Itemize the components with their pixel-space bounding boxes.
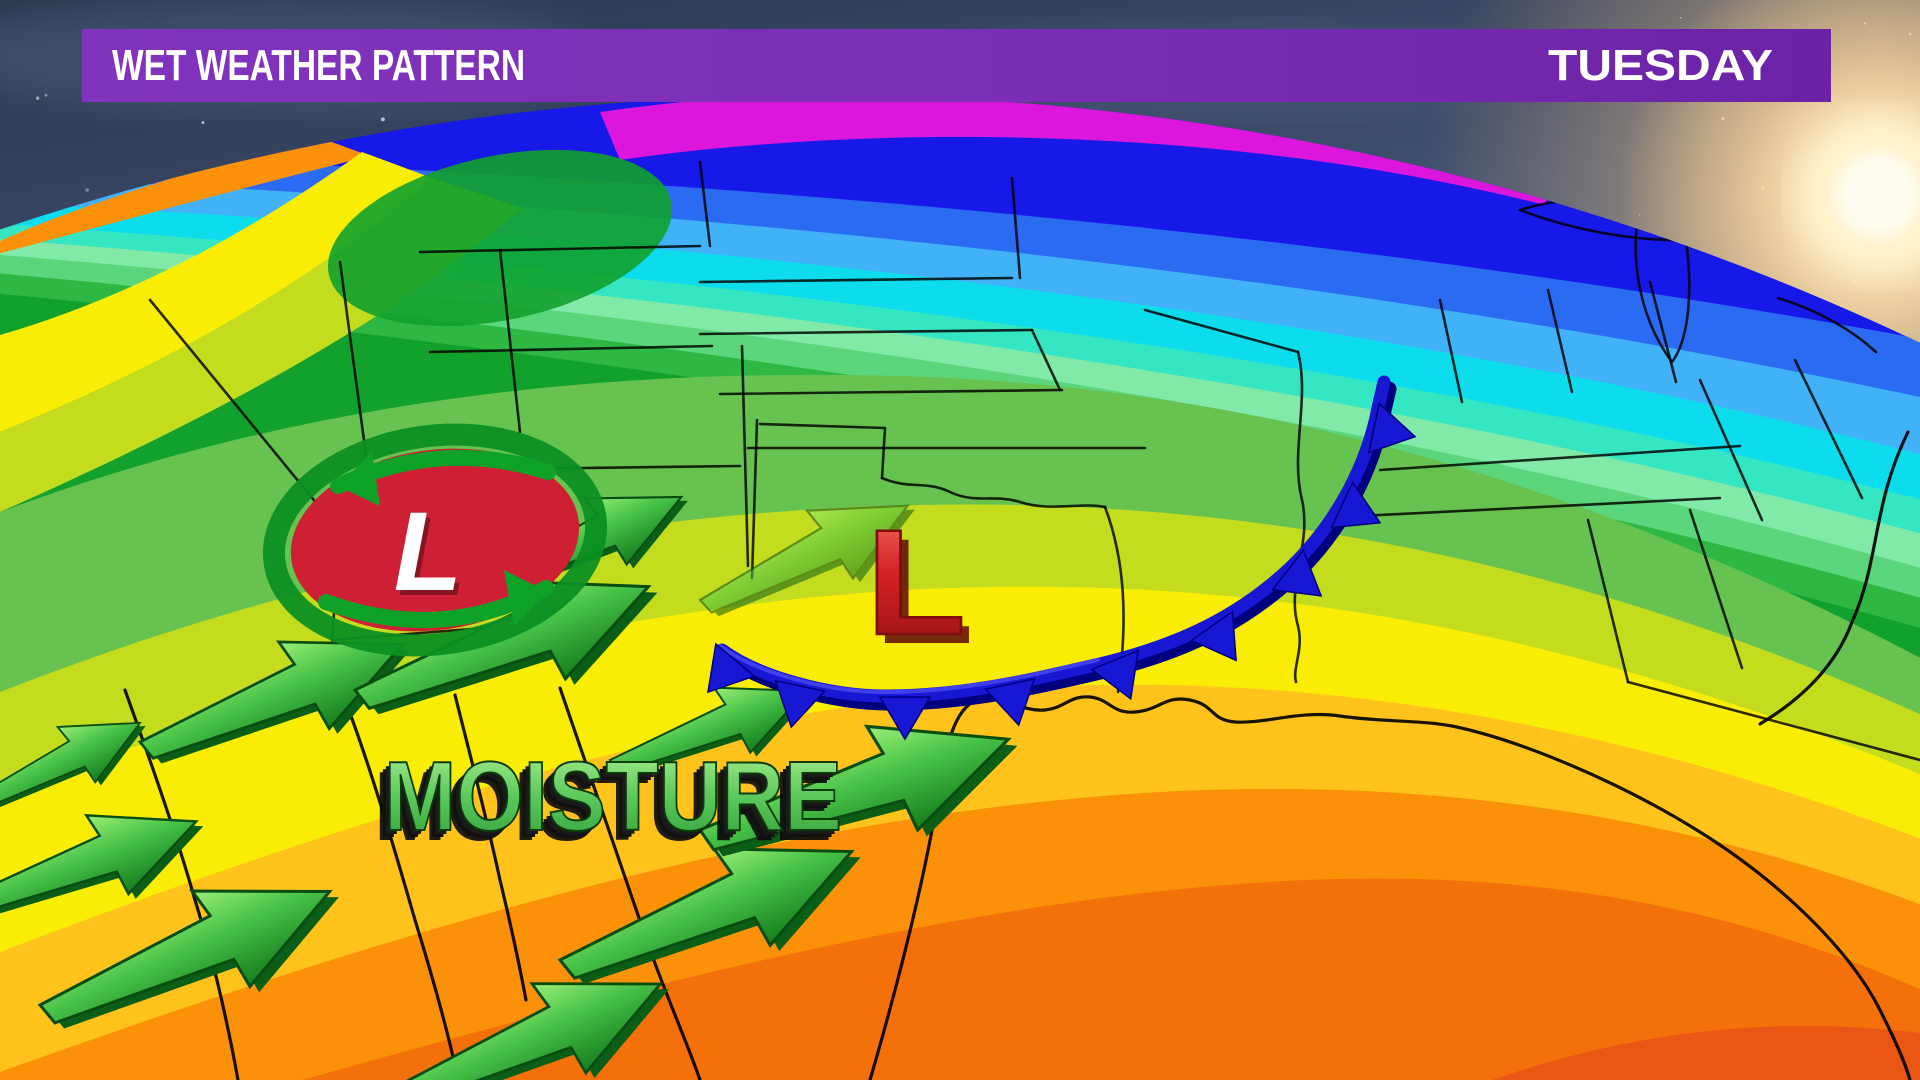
- border-line: [338, 260, 370, 472]
- west-coast-yellow-wedge: [0, 152, 432, 432]
- coastlines: [123, 430, 1912, 1080]
- low-pressure-west: L L: [262, 423, 608, 657]
- lake-erie: [1776, 296, 1878, 354]
- border-line: [1030, 328, 1062, 392]
- star: [380, 117, 385, 122]
- low-west-label-shadow: L: [398, 494, 466, 619]
- cold-front: [688, 375, 1422, 740]
- rotation-arrowhead: [504, 570, 548, 626]
- border-line: [758, 422, 887, 480]
- low-pressure-central: L L: [865, 497, 974, 675]
- atlantic-coast: [1758, 430, 1910, 726]
- moisture-label: MOISTURE MOISTURE MOISTURE MOISTURE: [374, 740, 843, 861]
- border-line: [740, 344, 750, 568]
- border-line: [1546, 288, 1574, 394]
- border-line: [1688, 508, 1744, 670]
- low-outer-ring: [262, 423, 608, 657]
- front-line: [715, 375, 1391, 703]
- low-central-label: L: [866, 498, 966, 666]
- border-line: [1698, 378, 1764, 522]
- border-line: [498, 248, 522, 434]
- banner-bar: [82, 29, 1831, 102]
- border-line: [1438, 298, 1464, 404]
- low-west-label: L: [394, 489, 462, 614]
- border-line: [418, 244, 702, 254]
- border-line: [698, 160, 712, 248]
- star: [201, 121, 205, 124]
- border-line: [1010, 176, 1022, 280]
- border-line: [1793, 358, 1864, 500]
- baja-coast-west: [343, 698, 460, 1080]
- border-line: [428, 344, 714, 354]
- band-red-orange: [1460, 1026, 1920, 1080]
- star: [85, 187, 90, 192]
- west-coast-orange-wedge: [0, 134, 370, 256]
- border-line: [718, 388, 1064, 396]
- moisture-text: MOISTURE: [384, 741, 842, 851]
- border-mississippi-river: [1293, 350, 1306, 684]
- low-central-shadow: L: [874, 507, 974, 675]
- title-banner: WET WEATHER PATTERN TUESDAY: [82, 29, 1831, 102]
- border-line: [1626, 680, 1920, 762]
- border-line: [1586, 518, 1630, 684]
- star: [44, 93, 48, 97]
- moisture-extrude-2: MOISTURE: [377, 748, 835, 858]
- banner-title: WET WEATHER PATTERN: [112, 41, 525, 90]
- border-line: [1358, 496, 1722, 518]
- border-line: [698, 328, 1034, 336]
- banner-day: TUESDAY: [1548, 41, 1773, 90]
- northwest-green-pocket: [327, 149, 673, 327]
- moisture-extrude-3: MOISTURE: [374, 751, 832, 861]
- star: [35, 96, 40, 100]
- lake-michigan: [1634, 198, 1691, 364]
- moisture-extrude-1: MOISTURE: [380, 745, 838, 855]
- rotation-arrowhead: [338, 452, 380, 506]
- gulf-coast: [868, 695, 1912, 1080]
- border-line: [698, 276, 1014, 284]
- border-line: [750, 418, 759, 580]
- border-line: [1378, 444, 1742, 472]
- baja-coast-east: [453, 693, 528, 1002]
- front-highlight: [718, 644, 1100, 695]
- border-line: [1143, 308, 1300, 354]
- border-line: [1648, 280, 1678, 384]
- border-red-river: [880, 476, 1107, 509]
